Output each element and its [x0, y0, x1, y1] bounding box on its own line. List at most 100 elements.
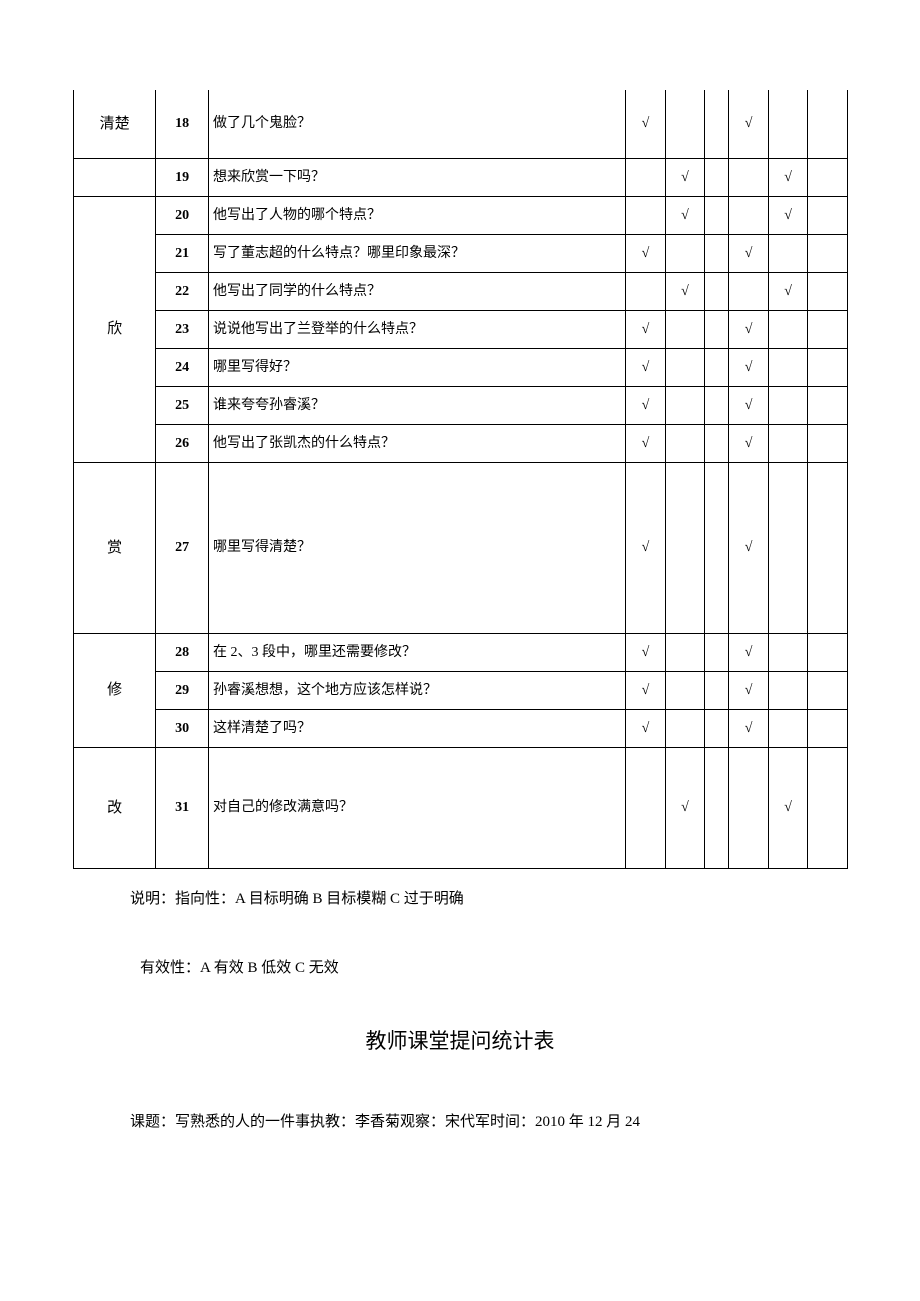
table-row: 23 说说他写出了兰登举的什么特点？ √ √	[74, 311, 848, 349]
mark-cell	[729, 159, 769, 197]
mark-cell	[808, 311, 848, 349]
table-row: 30 这样清楚了吗？ √ √	[74, 710, 848, 748]
question-text: 哪里写得清楚？	[209, 463, 626, 634]
mark-cell	[665, 311, 705, 349]
mark-cell	[665, 90, 705, 159]
row-number: 26	[156, 425, 209, 463]
mark-cell	[808, 349, 848, 387]
mark-cell: √	[768, 748, 808, 869]
mark-cell	[705, 90, 729, 159]
question-text: 他写出了同学的什么特点？	[209, 273, 626, 311]
mark-cell	[665, 634, 705, 672]
mark-cell	[808, 710, 848, 748]
row-number: 29	[156, 672, 209, 710]
secondary-title: 教师课堂提问统计表	[0, 1025, 920, 1055]
mark-cell: √	[665, 159, 705, 197]
question-text: 做了几个鬼脸？	[209, 90, 626, 159]
mark-cell	[729, 197, 769, 235]
mark-cell	[626, 273, 666, 311]
mark-cell	[808, 748, 848, 869]
mark-cell	[768, 90, 808, 159]
question-text: 孙睿溪想想，这个地方应该怎样说？	[209, 672, 626, 710]
mark-cell	[729, 273, 769, 311]
mark-cell: √	[729, 387, 769, 425]
row-number: 23	[156, 311, 209, 349]
row-number: 18	[156, 90, 209, 159]
mark-cell: √	[665, 273, 705, 311]
mark-cell	[665, 710, 705, 748]
table-row: 修 28 在 2、3 段中，哪里还需要修改？ √ √	[74, 634, 848, 672]
table-row: 26 他写出了张凯杰的什么特点？ √ √	[74, 425, 848, 463]
section-label: 清楚	[74, 90, 156, 159]
row-number: 25	[156, 387, 209, 425]
mark-cell: √	[768, 159, 808, 197]
section-label: 赏	[74, 463, 156, 634]
row-number: 31	[156, 748, 209, 869]
mark-cell	[808, 90, 848, 159]
row-number: 28	[156, 634, 209, 672]
mark-cell: √	[626, 387, 666, 425]
mark-cell: √	[665, 197, 705, 235]
mark-cell	[705, 349, 729, 387]
question-text: 哪里写得好？	[209, 349, 626, 387]
table-row: 21 写了董志超的什么特点？哪里印象最深？ √ √	[74, 235, 848, 273]
table-row: 欣 20 他写出了人物的哪个特点？ √ √	[74, 197, 848, 235]
table-row: 改 31 对自己的修改满意吗？ √ √	[74, 748, 848, 869]
mark-cell	[705, 273, 729, 311]
mark-cell	[808, 425, 848, 463]
mark-cell: √	[729, 235, 769, 273]
mark-cell: √	[626, 235, 666, 273]
mark-cell	[808, 159, 848, 197]
mark-cell: √	[729, 710, 769, 748]
mark-cell	[808, 235, 848, 273]
mark-cell	[626, 197, 666, 235]
explanation-line-1: 说明：指向性：A 目标明确 B 目标模糊 C 过于明确	[130, 887, 920, 908]
mark-cell: √	[665, 748, 705, 869]
mark-cell	[665, 463, 705, 634]
explanation-line-2: 有效性：A 有效 B 低效 C 无效	[140, 956, 920, 977]
mark-cell	[768, 672, 808, 710]
mark-cell	[626, 748, 666, 869]
section-label: 改	[74, 748, 156, 869]
table-row: 清楚 18 做了几个鬼脸？ √ √	[74, 90, 848, 159]
mark-cell: √	[626, 463, 666, 634]
mark-cell	[808, 387, 848, 425]
mark-cell	[705, 159, 729, 197]
mark-cell	[768, 463, 808, 634]
mark-cell	[705, 311, 729, 349]
row-number: 24	[156, 349, 209, 387]
mark-cell: √	[729, 672, 769, 710]
mark-cell: √	[729, 425, 769, 463]
mark-cell	[705, 387, 729, 425]
table-row: 25 谁来夸夸孙睿溪？ √ √	[74, 387, 848, 425]
mark-cell: √	[626, 349, 666, 387]
mark-cell: √	[729, 349, 769, 387]
mark-cell	[705, 672, 729, 710]
mark-cell: √	[626, 311, 666, 349]
mark-cell	[768, 387, 808, 425]
question-text: 说说他写出了兰登举的什么特点？	[209, 311, 626, 349]
mark-cell	[705, 463, 729, 634]
mark-cell	[768, 710, 808, 748]
mark-cell	[808, 197, 848, 235]
mark-cell	[768, 311, 808, 349]
mark-cell: √	[768, 197, 808, 235]
mark-cell: √	[729, 311, 769, 349]
row-number: 27	[156, 463, 209, 634]
mark-cell: √	[626, 90, 666, 159]
question-table: 清楚 18 做了几个鬼脸？ √ √ 19 想来欣赏一下吗？ √ √	[73, 90, 848, 869]
question-text: 在 2、3 段中，哪里还需要修改？	[209, 634, 626, 672]
mark-cell: √	[626, 710, 666, 748]
mark-cell	[705, 197, 729, 235]
mark-cell	[729, 748, 769, 869]
mark-cell	[705, 425, 729, 463]
mark-cell: √	[626, 425, 666, 463]
mark-cell: √	[729, 634, 769, 672]
question-text: 谁来夸夸孙睿溪？	[209, 387, 626, 425]
mark-cell	[808, 672, 848, 710]
mark-cell	[665, 349, 705, 387]
row-number: 19	[156, 159, 209, 197]
mark-cell: √	[768, 273, 808, 311]
table-row: 29 孙睿溪想想，这个地方应该怎样说？ √ √	[74, 672, 848, 710]
mark-cell: √	[729, 90, 769, 159]
